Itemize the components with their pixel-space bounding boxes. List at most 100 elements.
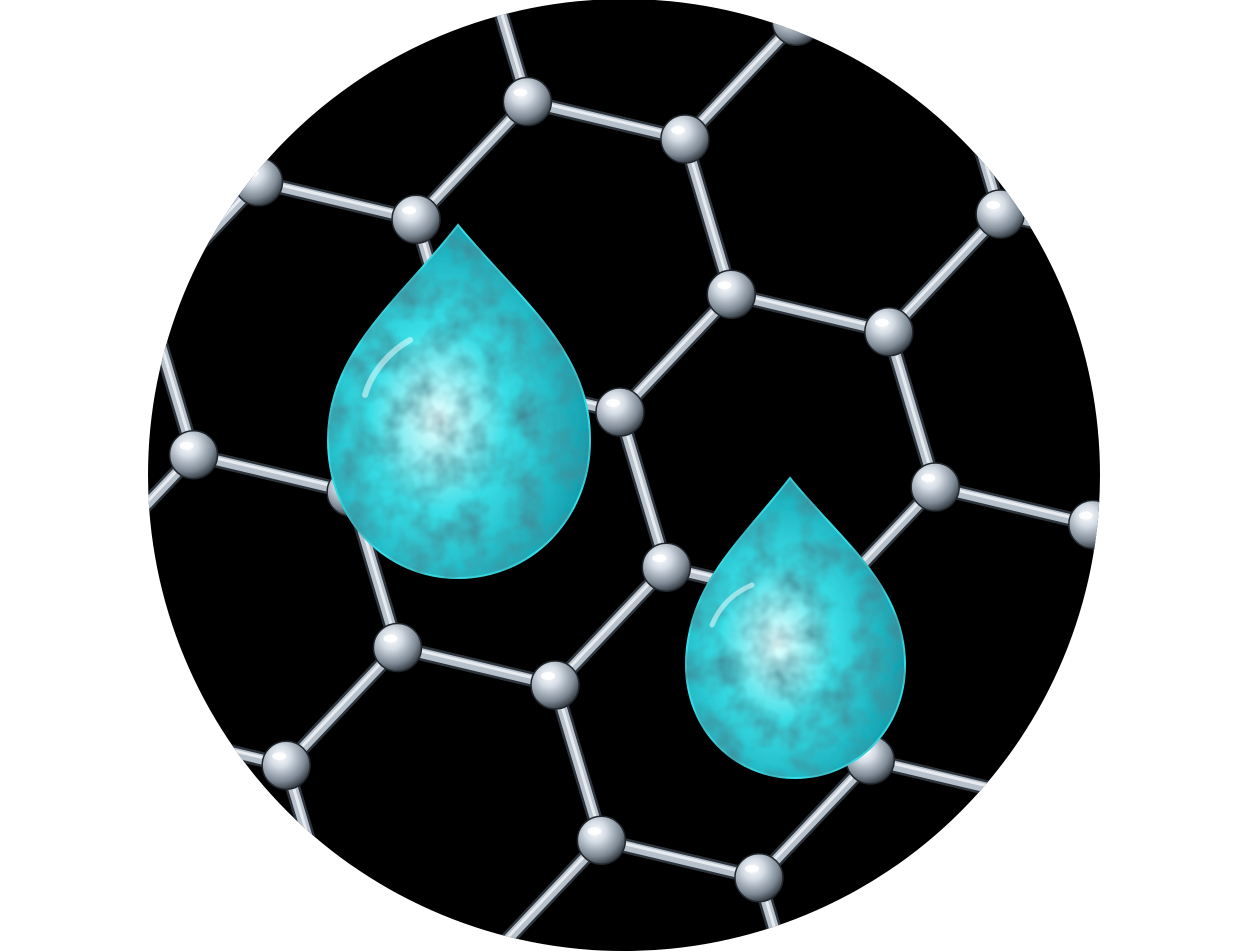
lattice-bond-highlight bbox=[192, 449, 353, 498]
lattice-bond-shine bbox=[489, 837, 603, 951]
lattice-atom-glint bbox=[986, 201, 1001, 210]
lattice-atom bbox=[148, 274, 172, 325]
lattice-atom bbox=[502, 76, 553, 127]
lattice-bond-shine bbox=[1139, 678, 1248, 715]
lattice-bond-shine bbox=[683, 18, 798, 139]
lattice-bond-shine bbox=[748, 0, 798, 20]
lattice-bond-highlight bbox=[207, 25, 264, 184]
lattice-bond-shine bbox=[553, 564, 668, 685]
lattice-atom-glint bbox=[115, 715, 129, 723]
lattice-bond-highlight bbox=[526, 96, 687, 144]
lattice-atom-glint bbox=[1125, 667, 1139, 675]
lattice-bond-shine bbox=[0, 260, 147, 297]
lattice-atom-glint bbox=[652, 554, 667, 563]
lattice-atom bbox=[771, 0, 821, 47]
lattice-bond-highlight bbox=[217, 917, 337, 951]
lattice-bond-shine bbox=[757, 756, 872, 877]
lattice-bond-shine bbox=[618, 291, 733, 412]
lattice-bond-shine bbox=[0, 533, 82, 570]
lattice-atom bbox=[530, 660, 580, 710]
lattice-bond-shine bbox=[730, 290, 890, 332]
lattice-atom-glint bbox=[318, 907, 333, 916]
lattice-atom-glint bbox=[383, 634, 398, 643]
lattice-bond bbox=[948, 0, 1071, 64]
lattice-atom-glint bbox=[782, 8, 797, 17]
lattice-atom bbox=[261, 740, 311, 790]
lattice-bond-shine bbox=[1091, 403, 1100, 524]
lattice-bond-highlight bbox=[257, 176, 418, 225]
lattice-atom-glint bbox=[587, 827, 602, 836]
lattice-bond-highlight bbox=[1088, 523, 1100, 682]
lattice-atom-glint bbox=[513, 88, 528, 97]
water-droplet-large bbox=[326, 223, 592, 580]
lattice-bond-shine bbox=[1026, 795, 1076, 951]
lattice-atom-glint bbox=[1078, 511, 1093, 520]
lattice-atom bbox=[1115, 656, 1163, 704]
lattice-atom bbox=[58, 548, 106, 596]
lattice-bond-shine bbox=[193, 451, 352, 492]
lattice-bond-shine bbox=[210, 24, 260, 181]
lattice-bond-highlight bbox=[730, 289, 891, 337]
lattice-atom bbox=[929, 34, 979, 84]
lattice-atom-glint bbox=[133, 287, 147, 295]
lattice-bond-shine bbox=[887, 210, 1002, 331]
lattice-atom bbox=[391, 194, 441, 245]
lattice-atom bbox=[148, 702, 154, 753]
lattice-bond-shine bbox=[148, 451, 195, 572]
lattice-bond-highlight bbox=[17, 728, 128, 846]
lattice-bond-shine bbox=[285, 644, 399, 765]
lattice-bond-shine bbox=[887, 329, 937, 486]
lattice-bond-highlight bbox=[934, 482, 1094, 530]
lattice-atom-glint bbox=[476, 944, 491, 951]
lattice-bond-highlight bbox=[396, 642, 557, 690]
lattice-bond bbox=[1087, 401, 1100, 530]
lattice-bond-shine bbox=[527, 98, 686, 139]
lattice-atom-glint bbox=[272, 752, 287, 761]
lattice-atom bbox=[465, 933, 515, 951]
lattice-bond-shine bbox=[683, 136, 733, 293]
lattice-bond bbox=[82, 572, 128, 727]
lattice-atom bbox=[706, 269, 757, 320]
lattice-bond-shine bbox=[757, 875, 807, 951]
lattice-atom-glint bbox=[921, 473, 936, 482]
lattice-bond-highlight bbox=[148, 257, 149, 305]
lattice-bond-highlight bbox=[331, 915, 492, 951]
lattice-bond bbox=[215, 915, 338, 951]
lattice-atom bbox=[641, 542, 692, 592]
water-droplets bbox=[326, 223, 907, 780]
lattice-atom-glint bbox=[670, 126, 685, 135]
lattice-atom bbox=[576, 815, 627, 865]
lattice-atom bbox=[864, 307, 914, 357]
lattice-atom bbox=[1003, 772, 1053, 823]
lattice-atom-glint bbox=[744, 864, 759, 873]
lattice-bond-highlight bbox=[600, 835, 761, 883]
lattice-atom bbox=[595, 387, 645, 437]
lattice-bond bbox=[1139, 680, 1248, 717]
lattice-atom bbox=[1068, 499, 1100, 550]
lattice-bond-highlight bbox=[0, 535, 82, 572]
lattice-bond-shine bbox=[618, 409, 668, 566]
lattice-atom-glint bbox=[874, 318, 889, 327]
lattice-bond bbox=[330, 913, 492, 951]
lattice-bond-shine bbox=[479, 0, 529, 100]
lattice-bond-highlight bbox=[950, 0, 1069, 63]
lattice-bond-shine bbox=[952, 0, 1067, 58]
lattice-bond bbox=[1085, 522, 1100, 682]
lattice-bond bbox=[0, 535, 82, 572]
lattice-atom-glint bbox=[244, 168, 259, 177]
lattice-bond bbox=[204, 24, 266, 184]
lattice-bond-shine bbox=[934, 483, 1094, 524]
lattice-bond-highlight bbox=[1139, 680, 1248, 717]
lattice-atom bbox=[168, 429, 219, 480]
lattice-bond-shine bbox=[601, 836, 760, 878]
lattice-bond bbox=[17, 728, 128, 846]
lattice-atom-glint bbox=[1013, 784, 1028, 793]
lattice-bond-shine bbox=[258, 178, 417, 219]
water-droplet-small bbox=[684, 476, 907, 780]
lattice-atom bbox=[660, 114, 710, 164]
lattice-atom-glint bbox=[179, 441, 194, 450]
lattice-bond bbox=[1020, 795, 1082, 951]
lattice-atom bbox=[372, 622, 423, 673]
